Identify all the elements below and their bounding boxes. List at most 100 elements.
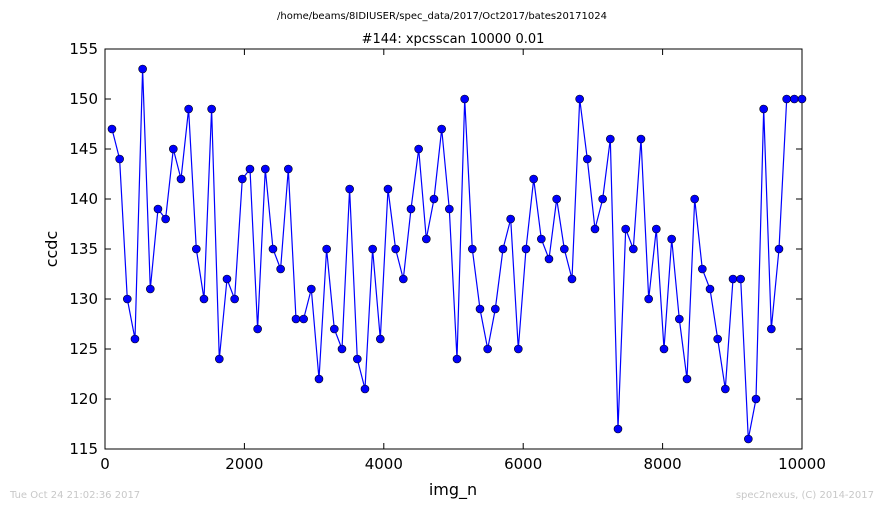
- data-point: [790, 94, 799, 104]
- x-tick-label: 8000: [644, 455, 682, 473]
- y-tick-label: 145: [69, 140, 98, 158]
- data-point: [744, 434, 753, 444]
- data-point: [291, 314, 301, 324]
- data-point: [521, 244, 531, 254]
- data-point: [659, 344, 669, 354]
- data-point: [537, 234, 546, 244]
- data-point: [399, 274, 408, 284]
- data-point: [261, 164, 270, 174]
- data-point: [544, 254, 554, 264]
- chart-supertitle: /home/beams/8IDIUSER/spec_data/2017/Oct2…: [277, 11, 607, 22]
- data-point: [644, 294, 653, 304]
- data-point: [169, 144, 178, 154]
- data-point: [721, 384, 730, 394]
- data-point: [506, 214, 515, 224]
- data-point: [146, 284, 155, 294]
- data-point: [583, 154, 592, 164]
- data-point: [176, 174, 186, 184]
- data-point: [337, 344, 347, 354]
- data-point: [552, 194, 561, 204]
- data-point: [414, 144, 423, 154]
- data-point: [383, 184, 393, 194]
- data-point: [368, 244, 377, 254]
- data-point: [322, 244, 331, 254]
- data-point: [751, 394, 761, 404]
- data-point: [230, 294, 239, 304]
- data-point: [475, 304, 485, 314]
- data-point: [613, 424, 623, 434]
- data-point: [690, 194, 699, 204]
- data-point: [491, 304, 500, 314]
- data-point: [353, 354, 362, 364]
- data-point: [130, 334, 140, 344]
- data-point: [161, 214, 170, 224]
- data-point: [391, 244, 400, 254]
- data-point: [514, 344, 523, 354]
- data-point: [598, 194, 607, 204]
- data-point: [115, 154, 124, 164]
- data-point: [529, 174, 538, 184]
- data-point: [498, 244, 508, 254]
- data-point: [215, 354, 224, 364]
- y-tick-label: 120: [69, 390, 98, 408]
- data-point: [621, 224, 630, 234]
- data-point: [268, 244, 278, 254]
- data-point: [345, 184, 354, 194]
- data-point: [276, 264, 285, 274]
- y-tick-label: 115: [69, 440, 98, 458]
- data-point: [774, 244, 784, 254]
- y-tick-label: 135: [69, 240, 98, 258]
- data-point: [682, 374, 692, 384]
- y-tick-label: 125: [69, 340, 98, 358]
- data-point: [238, 174, 247, 184]
- data-point: [728, 274, 738, 284]
- data-point: [437, 124, 446, 134]
- data-point: [667, 234, 676, 244]
- data-point: [123, 294, 132, 304]
- x-axis-label: img_n: [429, 480, 477, 500]
- x-tick-label: 6000: [504, 455, 542, 473]
- footer-credit: spec2nexus, (C) 2014-2017: [735, 490, 874, 501]
- data-point: [590, 224, 600, 234]
- data-point: [560, 244, 569, 254]
- data-point: [222, 274, 232, 284]
- data-point: [483, 344, 492, 354]
- data-point: [422, 234, 431, 244]
- data-point: [767, 324, 776, 334]
- data-point: [567, 274, 577, 284]
- data-point: [107, 124, 117, 134]
- data-point: [330, 324, 339, 334]
- x-tick-label: 4000: [365, 455, 403, 473]
- y-tick-label: 130: [69, 290, 98, 308]
- plot-area: 0 2000 4000 6000 8000 10000 115 120 125 130 135 140…: [69, 40, 826, 473]
- data-point: [153, 204, 163, 214]
- y-tick-label: 155: [69, 40, 98, 58]
- x-tick-label: 10000: [778, 455, 826, 473]
- data-point: [376, 334, 385, 344]
- data-point: [629, 244, 638, 254]
- data-point: [636, 134, 646, 144]
- data-point: [253, 324, 262, 334]
- data-point: [284, 164, 293, 174]
- data-point: [445, 204, 454, 214]
- data-point: [713, 334, 722, 344]
- data-point: [759, 104, 768, 114]
- footer-timestamp: Tue Oct 24 21:02:36 2017: [10, 490, 141, 501]
- data-point: [468, 244, 477, 254]
- data-point: [736, 274, 745, 284]
- x-tick-label: 2000: [225, 455, 263, 473]
- data-point: [192, 244, 201, 254]
- data-point: [245, 164, 255, 174]
- data-point: [299, 314, 308, 324]
- data-point: [675, 314, 684, 324]
- chart-title: #144: xpcsscan 10000 0.01: [362, 32, 545, 47]
- y-tick-label: 140: [69, 190, 98, 208]
- data-point: [199, 294, 209, 304]
- data-point: [698, 264, 707, 274]
- data-point: [360, 384, 370, 394]
- data-point: [314, 374, 324, 384]
- data-point: [797, 94, 807, 104]
- data-point: [307, 284, 316, 294]
- y-axis-label: ccdc: [42, 231, 61, 268]
